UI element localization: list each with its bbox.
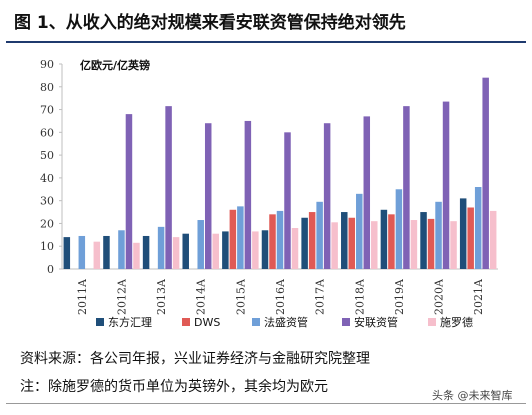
x-tick-label: 2015A <box>234 278 247 315</box>
legend-label: 安联资管 <box>354 315 398 329</box>
x-tick-label: 2018A <box>353 278 366 315</box>
bar <box>182 233 189 269</box>
bar <box>331 222 338 269</box>
bar <box>157 226 165 269</box>
bar <box>197 220 204 269</box>
bar <box>284 132 291 269</box>
bar <box>380 209 388 269</box>
legend-label: 法盛资管 <box>264 315 308 329</box>
x-tick-label: 2014A <box>195 278 208 315</box>
y-tick-label: 80 <box>40 81 54 94</box>
bar <box>103 235 110 269</box>
unit-label: 亿欧元/亿英镑 <box>80 58 150 72</box>
bar <box>395 189 403 269</box>
y-tick-label: 50 <box>40 149 54 162</box>
x-tick-label: 2017A <box>314 278 327 315</box>
bar <box>410 220 418 269</box>
y-tick-label: 0 <box>47 263 54 276</box>
legend-label: 东方汇理 <box>108 315 152 329</box>
x-tick-label: 2012A <box>115 278 128 315</box>
y-tick-label: 20 <box>40 217 54 230</box>
bar <box>474 187 482 269</box>
bar <box>323 123 331 269</box>
bar <box>252 231 259 269</box>
bar <box>222 231 229 269</box>
watermark: 头条 @未来智库 <box>432 389 513 402</box>
bar <box>341 212 348 269</box>
bar <box>348 217 356 269</box>
legend-label: 施罗德 <box>440 315 473 329</box>
y-tick-label: 60 <box>40 126 54 139</box>
x-tick-label: 2021A <box>472 278 485 315</box>
note-text: 注：除施罗德的货币单位为英镑外，其余均为欧元 <box>20 379 328 395</box>
bar <box>316 201 323 269</box>
bottom-rule <box>6 403 526 404</box>
legend-swatch <box>342 318 350 326</box>
bar <box>212 233 219 269</box>
bar <box>261 230 269 269</box>
bar <box>142 235 150 269</box>
source-text: 资料来源：各公司年报，兴业证券经济与金融研究院整理 <box>20 351 370 367</box>
bar <box>204 123 212 269</box>
x-tick-label: 2013A <box>155 278 168 315</box>
bar <box>450 221 457 269</box>
figure-title: 图 1、从收入的绝对规模来看安联资管保持绝对领先 <box>14 13 406 33</box>
legend-swatch <box>252 318 260 326</box>
y-tick-label: 90 <box>40 58 54 71</box>
legend-swatch <box>96 318 104 326</box>
bar <box>420 212 427 269</box>
bar <box>388 214 395 269</box>
bar <box>229 209 237 269</box>
bar <box>269 214 276 269</box>
bar <box>356 193 363 269</box>
bar <box>459 198 467 269</box>
bar <box>125 114 133 269</box>
bar <box>237 206 244 269</box>
bar <box>363 116 371 269</box>
bar <box>78 235 86 269</box>
bar <box>467 207 474 269</box>
bar <box>435 201 442 269</box>
y-tick-label: 30 <box>40 195 54 208</box>
bar <box>165 106 172 269</box>
bar <box>291 228 299 269</box>
legend-swatch <box>428 318 436 326</box>
bar <box>403 106 410 269</box>
bar <box>63 237 71 269</box>
bar-chart: 0 10 20 30 40 50 60 70 80 90 亿欧元/亿英镑 2011A 2012A 2013… <box>40 58 498 329</box>
bar <box>93 241 101 269</box>
bar <box>301 217 308 269</box>
bar <box>133 242 140 269</box>
bar <box>276 210 284 269</box>
y-tick-label: 40 <box>40 172 54 185</box>
y-tick-label: 70 <box>40 104 54 117</box>
x-tick-label: 2020A <box>433 278 446 315</box>
bar <box>427 218 435 269</box>
bar <box>244 120 252 269</box>
title-rule <box>6 41 526 43</box>
bar <box>482 77 489 270</box>
legend-label: DWS <box>194 316 220 329</box>
x-tick-label: 2011A <box>76 278 89 315</box>
bar <box>308 212 316 269</box>
x-tick-label: 2019A <box>393 278 406 315</box>
y-tick-label: 10 <box>40 240 54 253</box>
bar <box>118 230 125 269</box>
bar <box>371 221 378 269</box>
legend-swatch <box>182 318 190 326</box>
bar <box>489 210 497 269</box>
x-tick-label: 2016A <box>274 278 287 315</box>
bar <box>172 237 180 269</box>
bar <box>442 101 450 269</box>
